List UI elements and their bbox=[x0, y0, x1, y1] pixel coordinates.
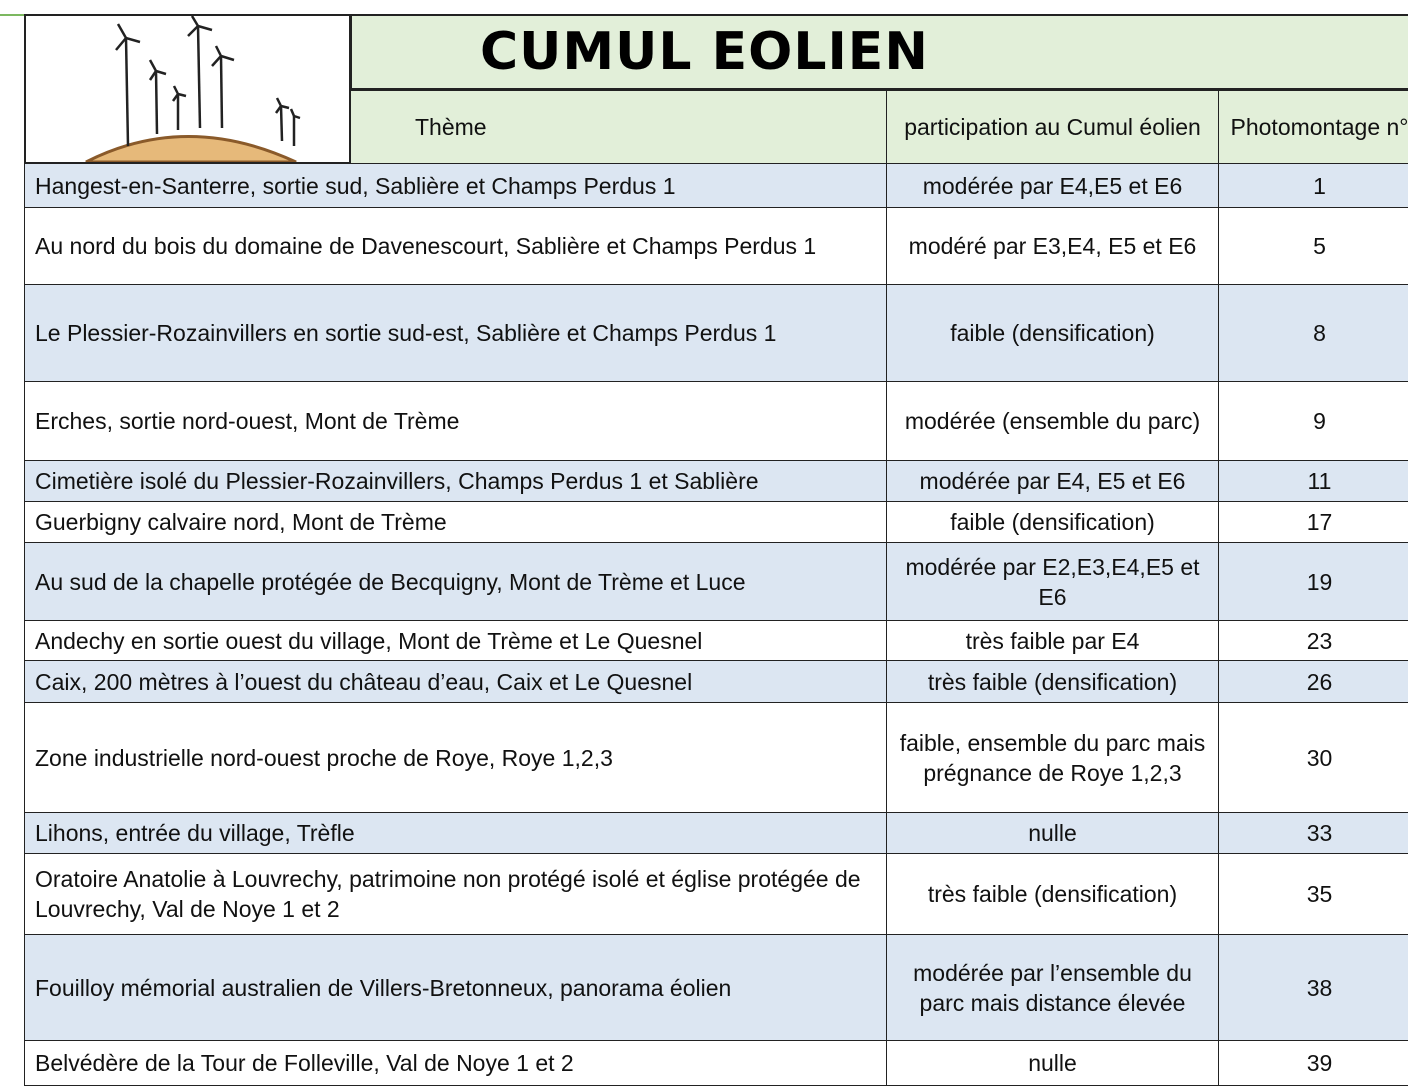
theme-cell: Fouilloy mémorial australien de Villers-… bbox=[24, 934, 887, 1041]
photo-number-cell: 19 bbox=[1218, 542, 1408, 621]
theme-cell: Andechy en sortie ouest du village, Mont… bbox=[24, 620, 887, 661]
logo bbox=[24, 14, 351, 164]
participation-cell: faible (densification) bbox=[886, 501, 1219, 543]
column-header: Thème bbox=[350, 90, 887, 164]
theme-cell: Erches, sortie nord-ouest, Mont de Trème bbox=[24, 381, 887, 461]
participation-cell: très faible (densification) bbox=[886, 660, 1219, 703]
photo-number-cell: 39 bbox=[1218, 1040, 1408, 1086]
photo-number-cell: 26 bbox=[1218, 660, 1408, 703]
photo-number-cell: 38 bbox=[1218, 934, 1408, 1041]
column-header: participation au Cumul éolien bbox=[886, 90, 1219, 164]
wind-turbine-logo bbox=[85, 15, 301, 164]
participation-cell: modérée par l’ensemble du parc mais dist… bbox=[886, 934, 1219, 1041]
photo-number-cell: 17 bbox=[1218, 501, 1408, 543]
participation-cell: nulle bbox=[886, 1040, 1219, 1086]
theme-cell: Au sud de la chapelle protégée de Becqui… bbox=[24, 542, 887, 621]
theme-cell: Le Plessier-Rozainvillers en sortie sud-… bbox=[24, 284, 887, 382]
participation-cell: très faible (densification) bbox=[886, 853, 1219, 935]
participation-cell: modérée par E4, E5 et E6 bbox=[886, 460, 1219, 502]
photo-number-cell: 1 bbox=[1218, 163, 1408, 208]
participation-cell: faible (densification) bbox=[886, 284, 1219, 382]
photo-number-cell: 11 bbox=[1218, 460, 1408, 502]
photo-number-cell: 8 bbox=[1218, 284, 1408, 382]
theme-cell: Lihons, entrée du village, Trèfle bbox=[24, 812, 887, 854]
participation-cell: nulle bbox=[886, 812, 1219, 854]
participation-cell: très faible par E4 bbox=[886, 620, 1219, 661]
theme-cell: Oratoire Anatolie à Louvrechy, patrimoin… bbox=[24, 853, 887, 935]
theme-cell: Caix, 200 mètres à l’ouest du château d’… bbox=[24, 660, 887, 703]
photo-number-cell: 33 bbox=[1218, 812, 1408, 854]
photo-number-cell: 35 bbox=[1218, 853, 1408, 935]
theme-cell: Guerbigny calvaire nord, Mont de Trème bbox=[24, 501, 887, 543]
participation-cell: modérée par E2,E3,E4,E5 et E6 bbox=[886, 542, 1219, 621]
photo-number-cell: 5 bbox=[1218, 207, 1408, 285]
photo-number-cell: 9 bbox=[1218, 381, 1408, 461]
participation-cell: modéré par E3,E4, E5 et E6 bbox=[886, 207, 1219, 285]
column-header: Photomontage n° bbox=[1218, 90, 1408, 164]
photo-number-cell: 30 bbox=[1218, 702, 1408, 813]
theme-cell: Belvédère de la Tour de Folleville, Val … bbox=[24, 1040, 887, 1086]
theme-cell: Cimetière isolé du Plessier-Rozainviller… bbox=[24, 460, 887, 502]
theme-cell: Zone industrielle nord-ouest proche de R… bbox=[24, 702, 887, 813]
participation-cell: faible, ensemble du parc mais prégnance … bbox=[886, 702, 1219, 813]
photo-number-cell: 23 bbox=[1218, 620, 1408, 661]
title: CUMUL EOLIEN bbox=[350, 14, 1408, 90]
theme-cell: Au nord du bois du domaine de Davenescou… bbox=[24, 207, 887, 285]
theme-cell: Hangest-en-Santerre, sortie sud, Sablièr… bbox=[24, 163, 887, 208]
participation-cell: modérée (ensemble du parc) bbox=[886, 381, 1219, 461]
participation-cell: modérée par E4,E5 et E6 bbox=[886, 163, 1219, 208]
